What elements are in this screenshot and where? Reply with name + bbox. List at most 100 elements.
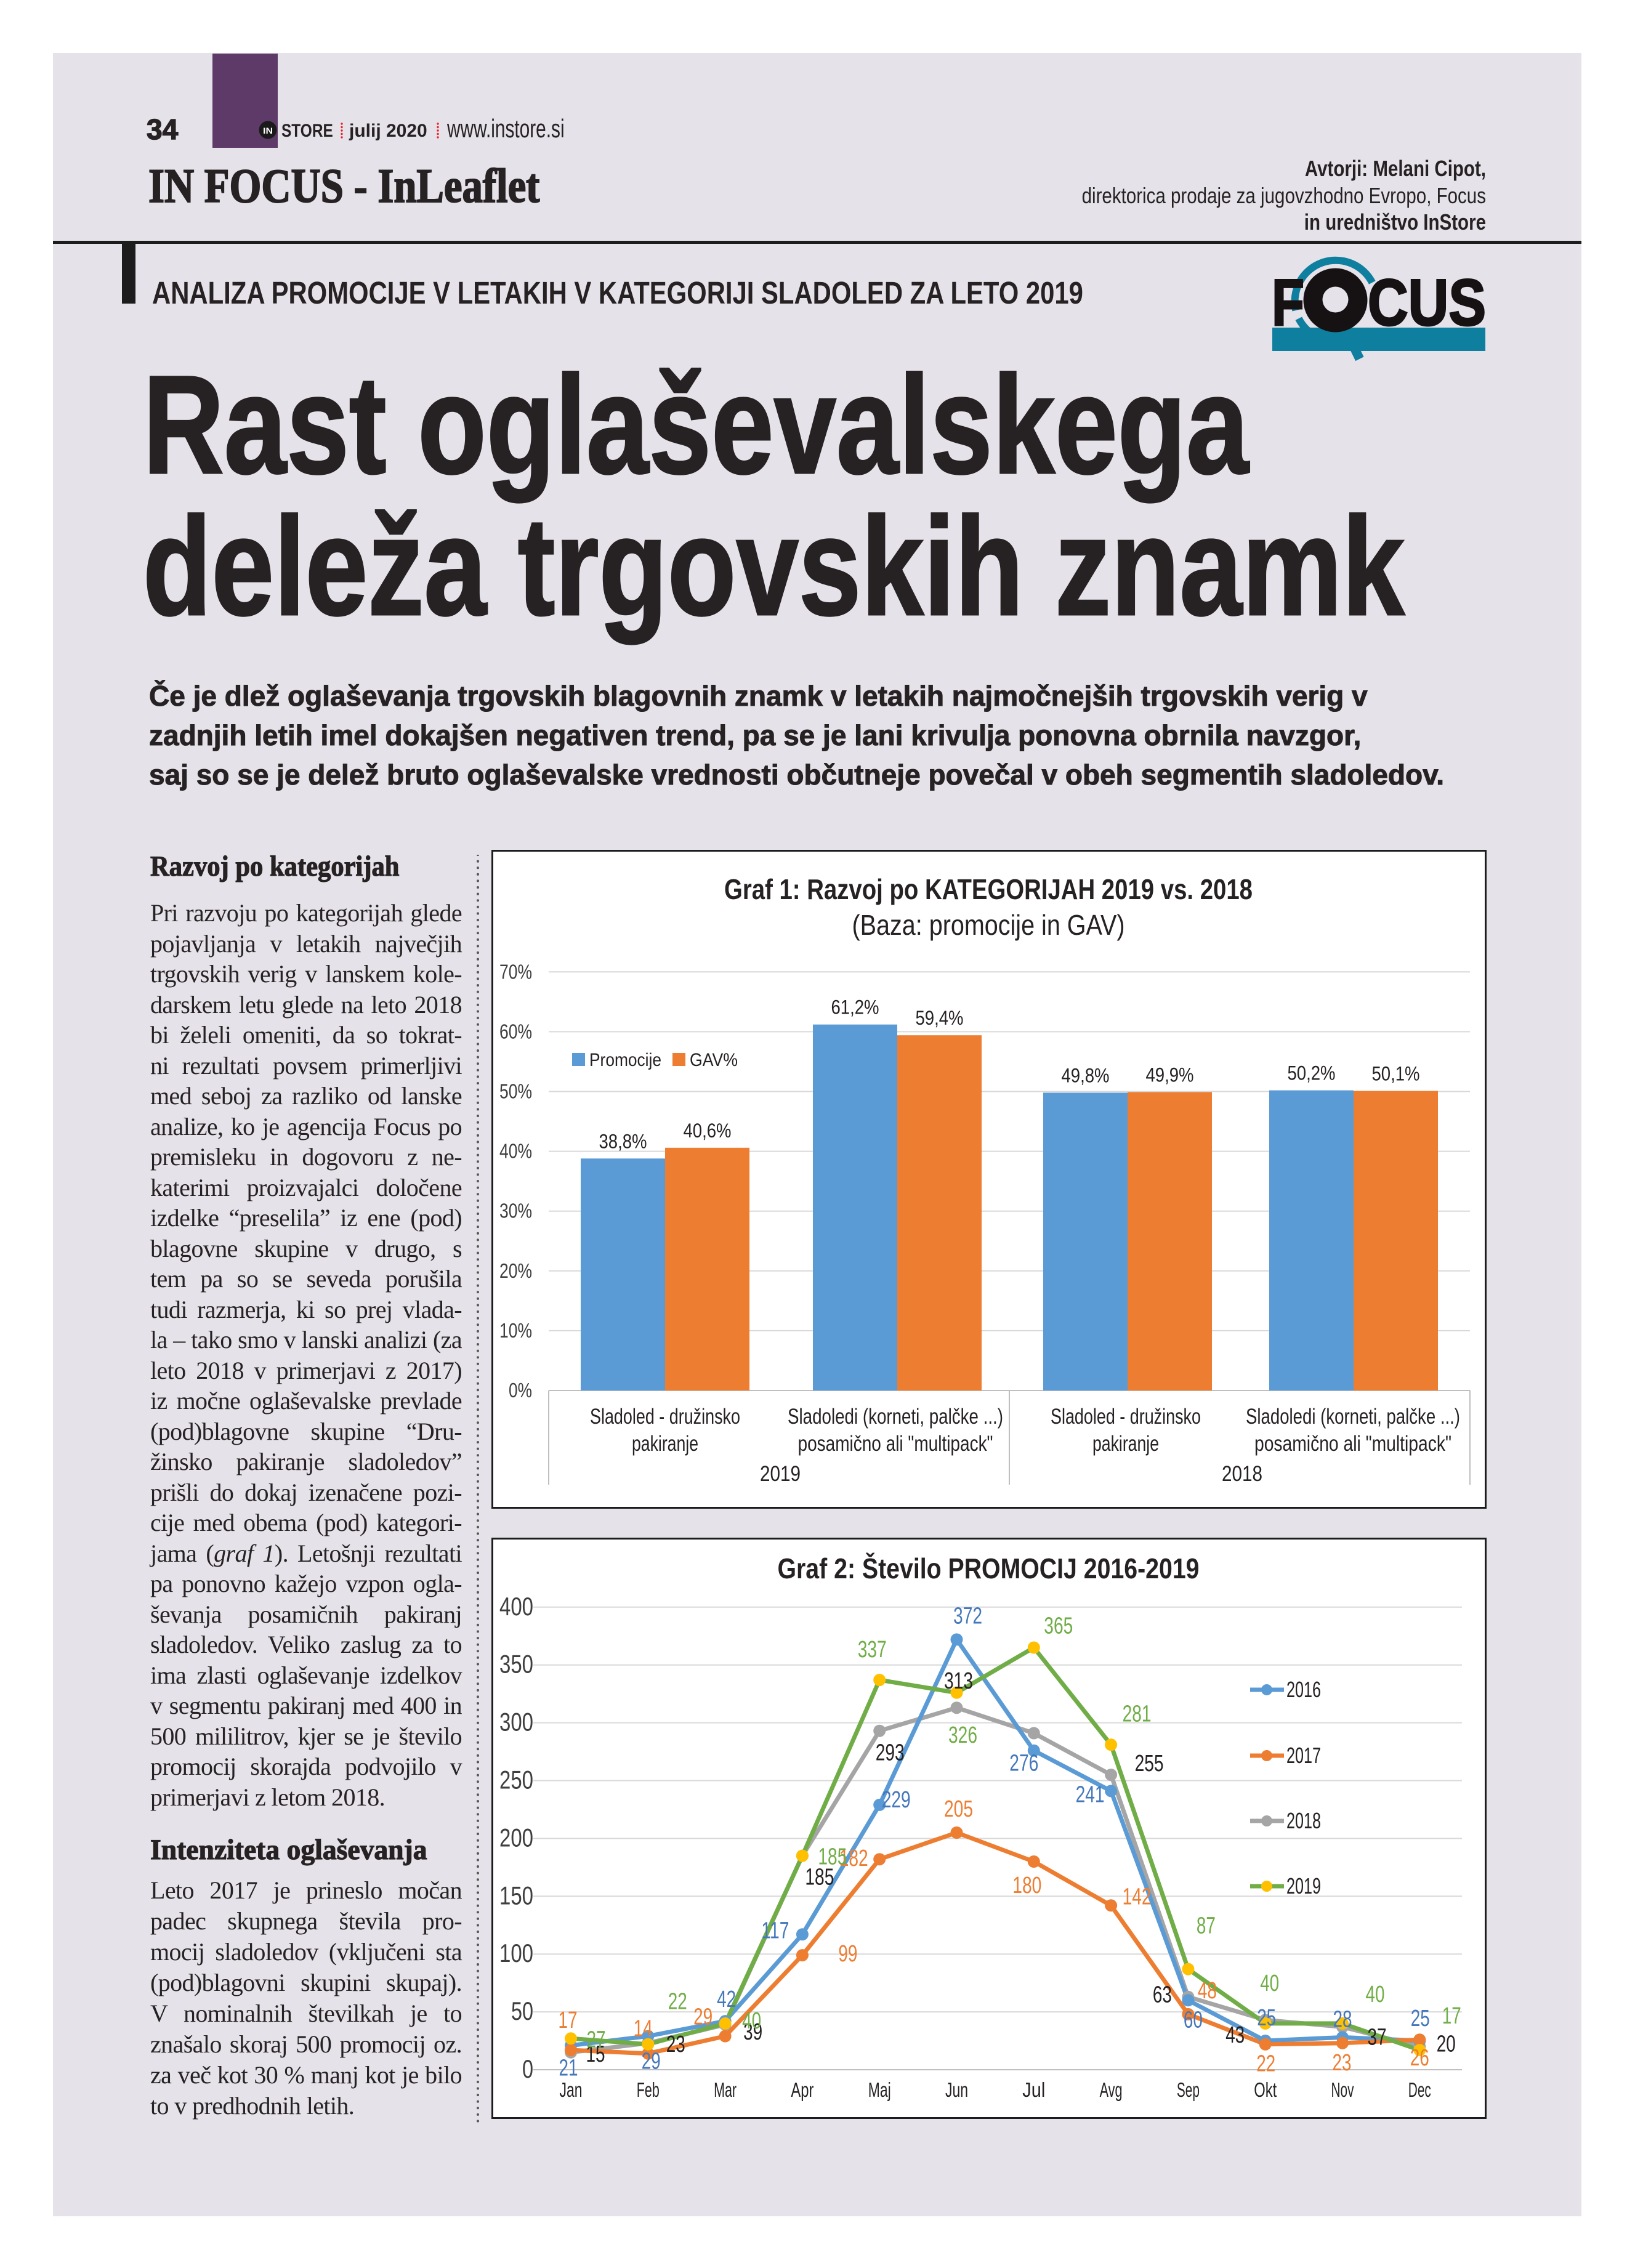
svg-text:100: 100	[499, 1939, 533, 1967]
svg-text:10%: 10%	[499, 1319, 532, 1342]
svg-text:Avg: Avg	[1100, 2078, 1123, 2101]
svg-text:Sladoledi (korneti, palčke ...: Sladoledi (korneti, palčke ...)	[1246, 1405, 1460, 1429]
svg-text:0: 0	[522, 2054, 533, 2083]
svg-text:Okt: Okt	[1254, 2078, 1277, 2101]
svg-text:Feb: Feb	[637, 2078, 660, 2101]
svg-text:37: 37	[1368, 2025, 1387, 2051]
svg-text:2016: 2016	[1286, 1677, 1321, 1702]
svg-text:300: 300	[499, 1708, 533, 1737]
svg-text:Sladoledi (korneti, palčke ...: Sladoledi (korneti, palčke ...)	[788, 1405, 1003, 1429]
svg-text:Jun: Jun	[945, 2078, 968, 2101]
svg-text:200: 200	[499, 1823, 533, 1852]
svg-text:Maj: Maj	[868, 2078, 891, 2101]
svg-text:241: 241	[1076, 1782, 1105, 1807]
svg-text:27: 27	[587, 2027, 606, 2052]
svg-text:Sladoled - družinsko: Sladoled - družinsko	[590, 1405, 740, 1429]
svg-text:GAV%: GAV%	[690, 1050, 738, 1070]
svg-text:326: 326	[948, 1722, 977, 1748]
svg-text:20%: 20%	[499, 1259, 532, 1282]
svg-text:2017: 2017	[1286, 1743, 1321, 1768]
svg-text:50%: 50%	[499, 1080, 532, 1103]
svg-text:59,4%: 59,4%	[916, 1007, 964, 1029]
svg-text:50,1%: 50,1%	[1372, 1063, 1420, 1085]
svg-text:281: 281	[1123, 1701, 1152, 1727]
svg-text:49,9%: 49,9%	[1146, 1064, 1194, 1086]
svg-text:Mar: Mar	[714, 2078, 737, 2101]
svg-text:40,6%: 40,6%	[684, 1120, 732, 1142]
svg-text:400: 400	[499, 1592, 533, 1621]
svg-text:26: 26	[1410, 2045, 1429, 2071]
svg-text:Graf 2: Število PROMOCIJ 2016-: Graf 2: Število PROMOCIJ 2016-2019	[778, 1552, 1200, 1584]
svg-text:40: 40	[1260, 1971, 1279, 1996]
svg-text:38,8%: 38,8%	[599, 1130, 647, 1152]
svg-text:293: 293	[876, 1740, 905, 1766]
svg-text:185: 185	[805, 1865, 834, 1891]
svg-text:365: 365	[1044, 1613, 1073, 1639]
svg-text:205: 205	[944, 1796, 973, 1822]
svg-text:IN: IN	[263, 126, 273, 135]
svg-text:87: 87	[1197, 1913, 1216, 1939]
svg-text:43: 43	[1225, 2022, 1245, 2048]
svg-text:255: 255	[1135, 1751, 1164, 1777]
svg-text:60: 60	[1184, 2007, 1203, 2033]
svg-text:2019: 2019	[1286, 1873, 1321, 1899]
svg-text:23: 23	[666, 2032, 685, 2057]
svg-text:40: 40	[742, 2008, 761, 2034]
svg-text:372: 372	[953, 1603, 982, 1629]
svg-text:117: 117	[761, 1918, 789, 1943]
svg-text:150: 150	[499, 1881, 533, 1910]
svg-text:182: 182	[839, 1846, 868, 1871]
svg-text:180: 180	[1012, 1873, 1041, 1899]
svg-text:Nov: Nov	[1331, 2078, 1354, 2101]
svg-text:142: 142	[1123, 1884, 1152, 1910]
svg-text:185: 185	[818, 1844, 847, 1870]
svg-text:CUS: CUS	[1368, 265, 1486, 339]
svg-text:29: 29	[642, 2049, 661, 2075]
svg-text:F: F	[1272, 265, 1304, 339]
svg-text:Sep: Sep	[1177, 2078, 1200, 2101]
svg-text:50,2%: 50,2%	[1288, 1062, 1336, 1084]
svg-text:337: 337	[858, 1637, 887, 1663]
svg-text:2018: 2018	[1222, 1462, 1262, 1486]
svg-text:2019: 2019	[760, 1462, 801, 1486]
svg-text:Graf 1: Razvoj po KATEGORIJAH: Graf 1: Razvoj po KATEGORIJAH 2019 vs. 2…	[724, 873, 1253, 905]
svg-text:17: 17	[1442, 2003, 1461, 2029]
svg-text:40: 40	[1366, 1982, 1385, 2008]
svg-text:23: 23	[1333, 2050, 1352, 2076]
svg-text:276: 276	[1009, 1751, 1038, 1777]
svg-text:Dec: Dec	[1408, 2078, 1431, 2101]
svg-text:49,8%: 49,8%	[1062, 1064, 1110, 1086]
svg-text:(Baza: promocije in GAV): (Baza: promocije in GAV)	[852, 909, 1125, 941]
svg-text:22: 22	[668, 1989, 687, 2015]
svg-text:25: 25	[1257, 2005, 1276, 2031]
svg-text:39: 39	[743, 2019, 762, 2045]
svg-text:28: 28	[1333, 2006, 1352, 2032]
svg-text:posamično ali "multipack": posamično ali "multipack"	[1254, 1432, 1451, 1456]
svg-text:25: 25	[1411, 2006, 1430, 2032]
svg-text:22: 22	[1256, 2051, 1275, 2077]
svg-text:313: 313	[944, 1668, 973, 1694]
svg-text:posamično ali "multipack": posamično ali "multipack"	[798, 1432, 993, 1456]
svg-text:0%: 0%	[509, 1379, 532, 1402]
svg-text:42: 42	[717, 1987, 736, 2012]
svg-text:2018: 2018	[1286, 1808, 1321, 1833]
svg-text:60%: 60%	[499, 1020, 532, 1043]
svg-text:350: 350	[499, 1650, 533, 1679]
svg-text:14: 14	[634, 2016, 653, 2042]
svg-text:48: 48	[1198, 1978, 1217, 2004]
svg-text:250: 250	[499, 1766, 533, 1794]
svg-text:Jul: Jul	[1022, 2078, 1045, 2101]
svg-text:Sladoled - družinsko: Sladoled - družinsko	[1051, 1405, 1201, 1429]
svg-text:20: 20	[1437, 2031, 1456, 2057]
svg-text:17: 17	[559, 2008, 578, 2033]
svg-text:Apr: Apr	[791, 2078, 813, 2101]
svg-text:29: 29	[693, 2004, 713, 2030]
svg-text:229: 229	[882, 1787, 911, 1813]
svg-text:61,2%: 61,2%	[831, 996, 879, 1019]
svg-text:70%: 70%	[499, 960, 532, 983]
svg-text:pakiranje: pakiranje	[632, 1432, 698, 1456]
svg-text:15: 15	[586, 2041, 605, 2067]
svg-text:99: 99	[838, 1941, 857, 1967]
svg-text:30%: 30%	[499, 1200, 532, 1222]
svg-text:50: 50	[511, 1996, 533, 2025]
